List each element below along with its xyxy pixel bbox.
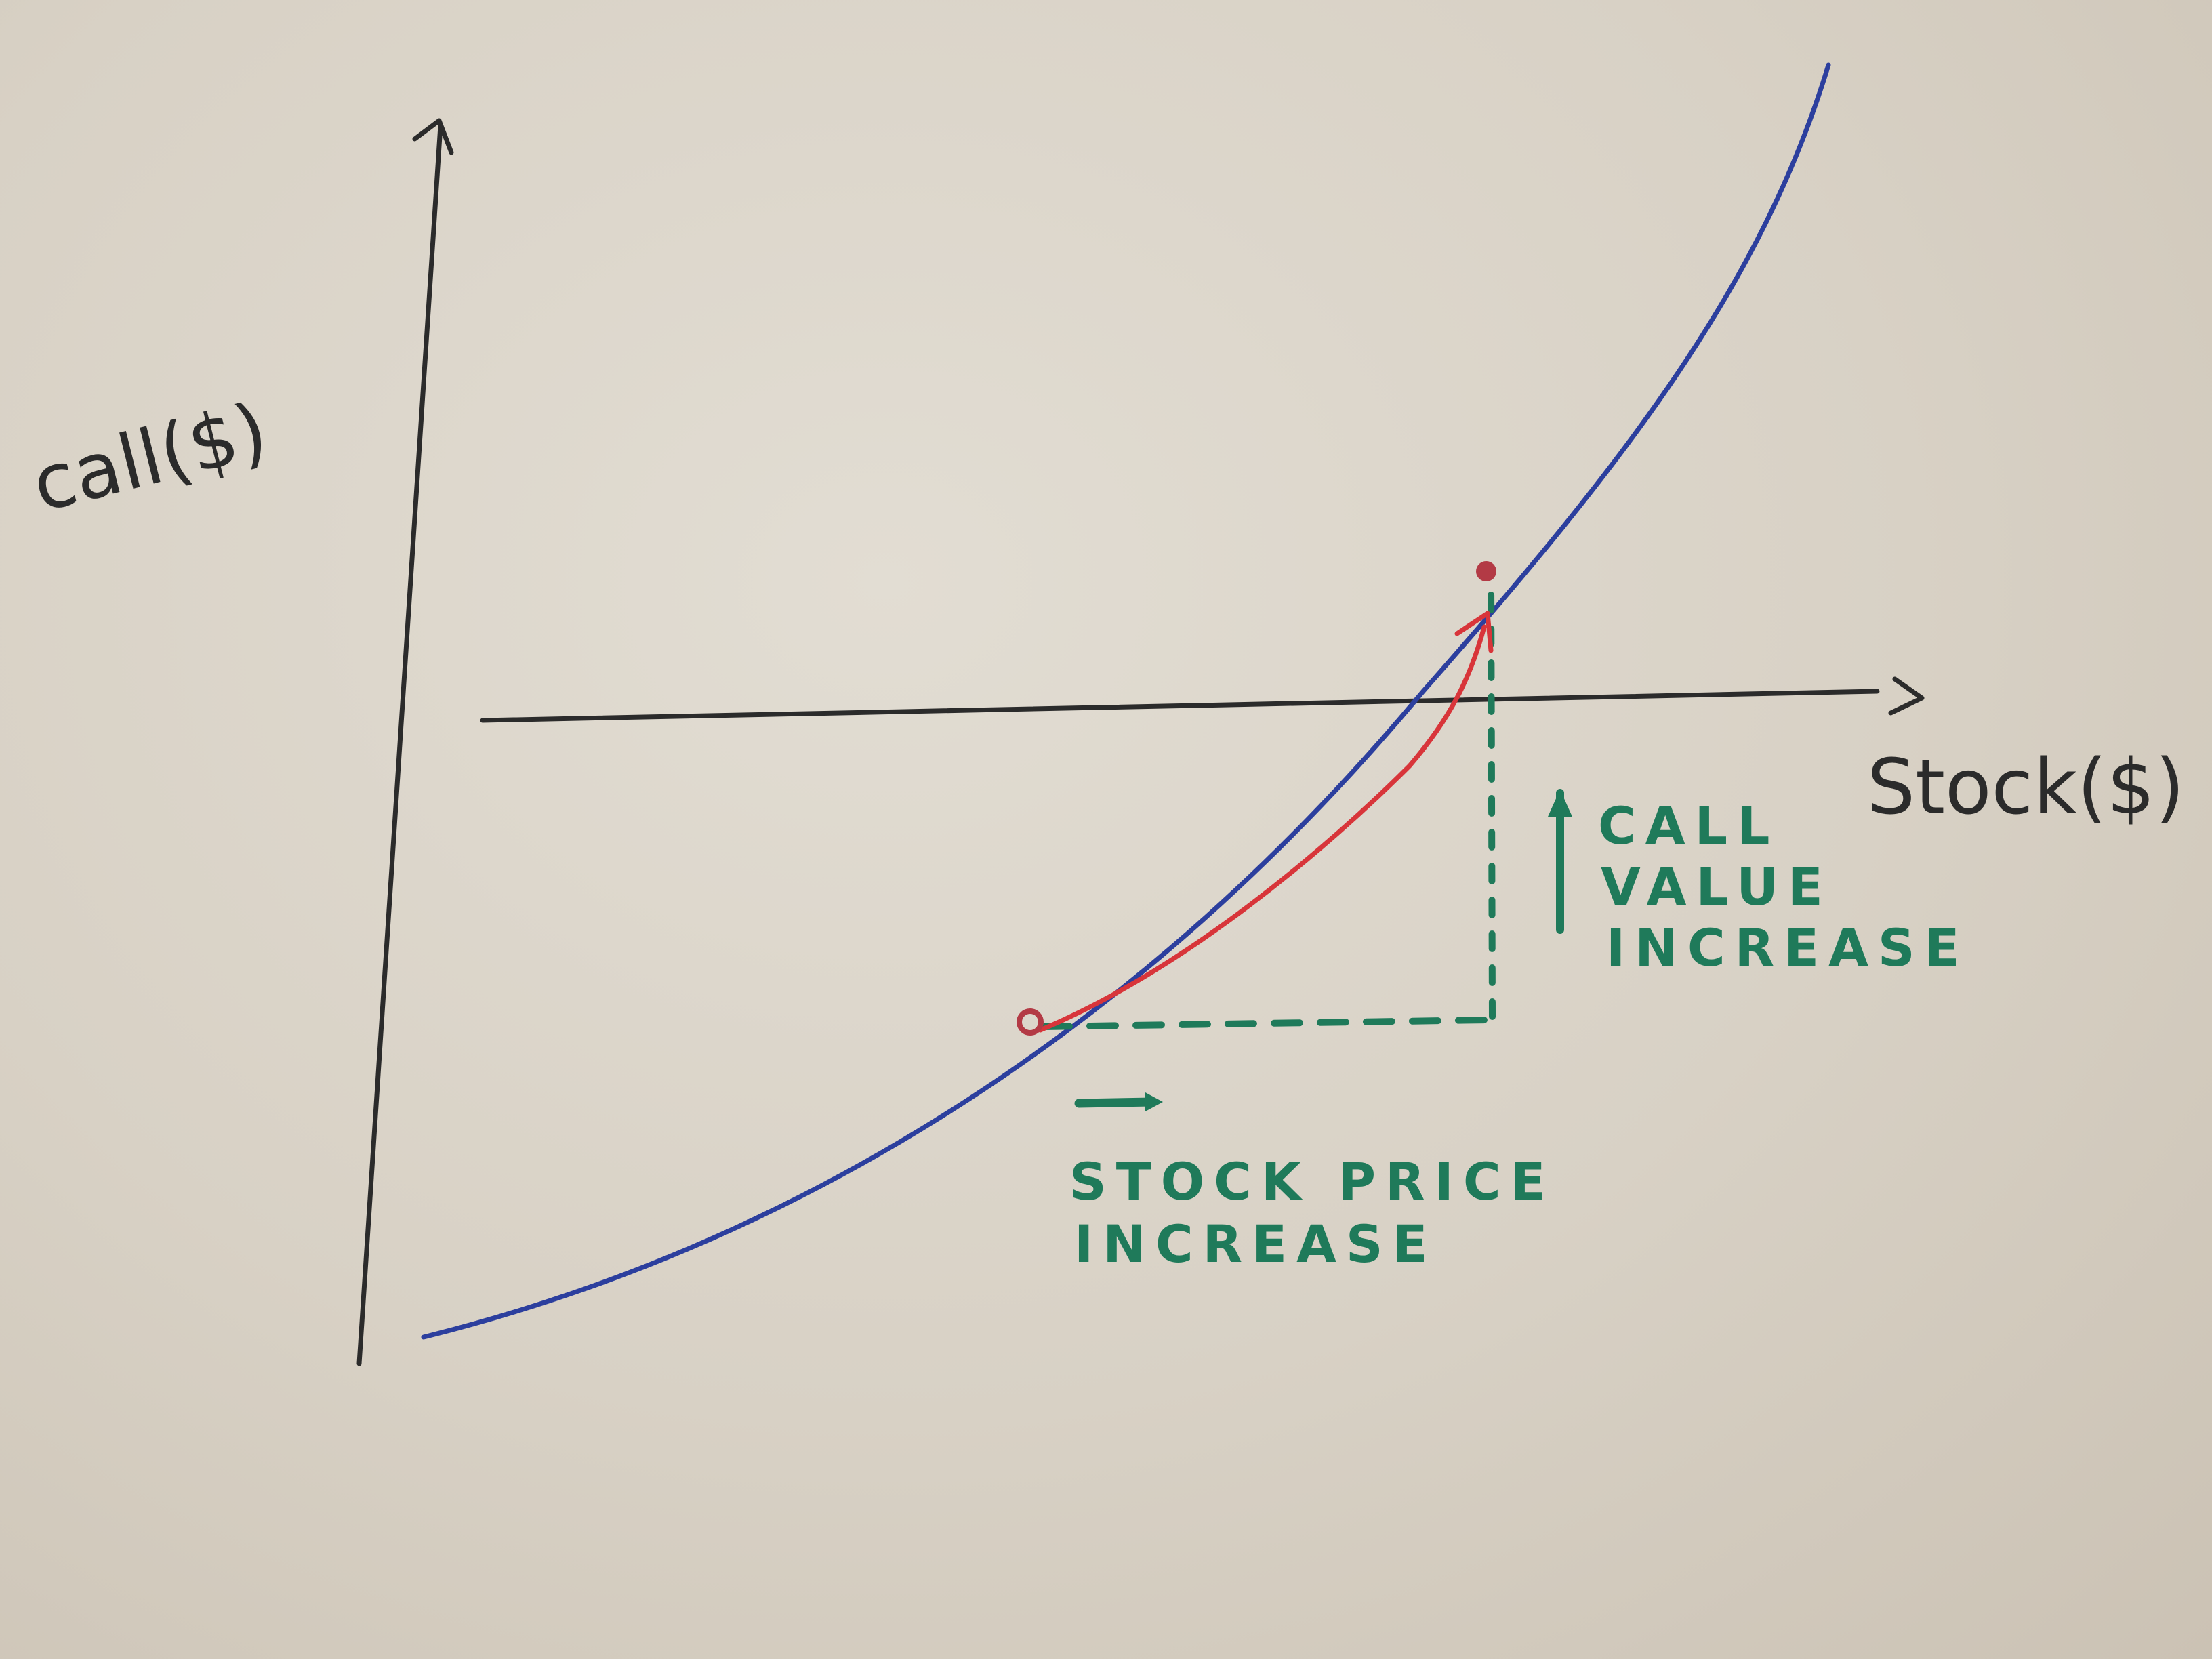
x-axis-arrowhead [1888, 676, 1925, 716]
horizontal-dashed-guide [1040, 1017, 1491, 1030]
price-move-arrowhead [1454, 611, 1494, 653]
stock-price-label-line-1: STOCK PRICE [1069, 1151, 1555, 1212]
call-value-label-line-3: INCREASE [1606, 918, 1969, 978]
right-arrow-icon [1074, 1097, 1157, 1108]
start-point [1017, 1008, 1044, 1036]
stock-price-label-line-2: INCREASE [1074, 1214, 1437, 1274]
vertical-dashed-guide [1488, 573, 1496, 1020]
up-arrow-head [1548, 790, 1572, 817]
y-axis-line [356, 123, 443, 1366]
price-move-arrow [1038, 624, 1487, 1033]
end-point [1476, 561, 1496, 581]
call-value-label-line-1: CALL [1598, 796, 1779, 856]
call-value-label-line-2: VALUE [1601, 857, 1832, 917]
x-axis-label: Stock($) [1867, 743, 2185, 832]
right-arrow-head [1145, 1092, 1163, 1111]
x-axis-line [480, 689, 1880, 723]
call-value-curve [421, 62, 1831, 1340]
y-axis-arrowhead [412, 118, 454, 155]
y-axis-label: call($) [24, 386, 276, 529]
